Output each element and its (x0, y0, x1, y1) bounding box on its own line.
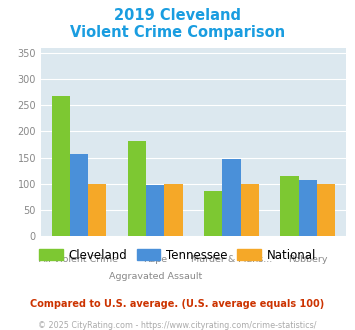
Bar (164, 184, 183, 236)
Text: Rape: Rape (143, 255, 167, 264)
Text: Murder & Mans...: Murder & Mans... (191, 255, 272, 264)
Text: All Violent Crime: All Violent Crime (39, 255, 119, 264)
Bar (299, 180, 317, 236)
Bar (128, 141, 146, 236)
Text: Aggravated Assault: Aggravated Assault (109, 272, 202, 281)
Bar (241, 184, 259, 236)
Bar (146, 185, 164, 236)
Text: Violent Crime Comparison: Violent Crime Comparison (70, 25, 285, 40)
Bar (223, 159, 241, 236)
Text: Compared to U.S. average. (U.S. average equals 100): Compared to U.S. average. (U.S. average … (31, 299, 324, 309)
Bar (51, 96, 70, 236)
Bar (317, 184, 335, 236)
Text: Robbery: Robbery (288, 255, 328, 264)
Legend: Cleveland, Tennessee, National: Cleveland, Tennessee, National (34, 244, 321, 266)
Bar (88, 184, 106, 236)
Text: 2019 Cleveland: 2019 Cleveland (114, 8, 241, 23)
Text: © 2025 CityRating.com - https://www.cityrating.com/crime-statistics/: © 2025 CityRating.com - https://www.city… (38, 321, 317, 330)
Bar (70, 154, 88, 236)
Bar (204, 191, 223, 236)
Bar (280, 177, 299, 236)
